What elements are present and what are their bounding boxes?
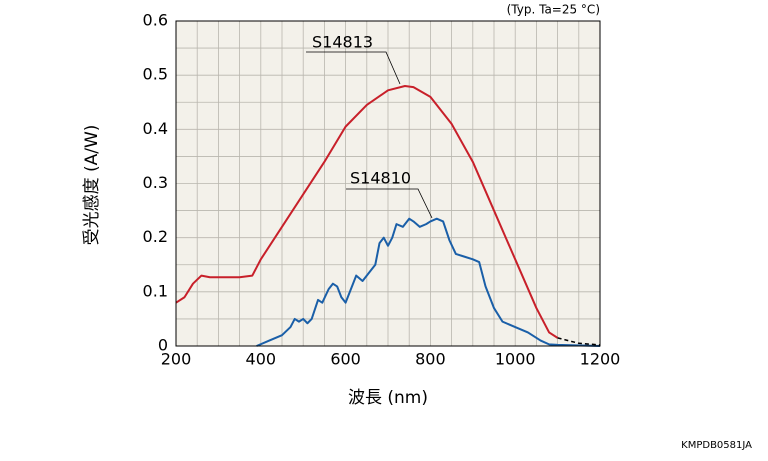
leader-line bbox=[306, 51, 401, 85]
y-tick-label: 0.6 bbox=[143, 11, 168, 30]
x-tick-label: 400 bbox=[246, 350, 277, 369]
series-line bbox=[175, 85, 559, 339]
y-tick-label: 0.4 bbox=[143, 119, 168, 138]
footer-code: KMPDB0581JA bbox=[681, 440, 752, 451]
x-tick-label: 1200 bbox=[580, 350, 621, 369]
y-tick-label: 0.5 bbox=[143, 65, 168, 84]
x-tick-label: 800 bbox=[415, 350, 446, 369]
plot-frame bbox=[175, 20, 601, 347]
y-tick-label: 0.1 bbox=[143, 281, 168, 300]
condition-note: (Typ. Ta=25 °C) bbox=[507, 3, 600, 17]
x-tick-label: 200 bbox=[161, 350, 192, 369]
y-tick-label: 0.3 bbox=[143, 173, 168, 192]
series-annotation: S14810 bbox=[350, 169, 411, 188]
y-axis-label: 受光感度 (A/W) bbox=[82, 125, 102, 246]
x-tick-label: 1000 bbox=[495, 350, 536, 369]
x-axis-label: 波長 (nm) bbox=[348, 388, 428, 408]
series-line bbox=[557, 337, 601, 346]
series-annotation: S14813 bbox=[312, 33, 373, 52]
y-tick-label: 0 bbox=[158, 336, 168, 355]
leader-line bbox=[346, 188, 433, 219]
x-tick-label: 600 bbox=[330, 350, 361, 369]
y-tick-label: 0.2 bbox=[143, 227, 168, 246]
series-line bbox=[256, 217, 601, 347]
